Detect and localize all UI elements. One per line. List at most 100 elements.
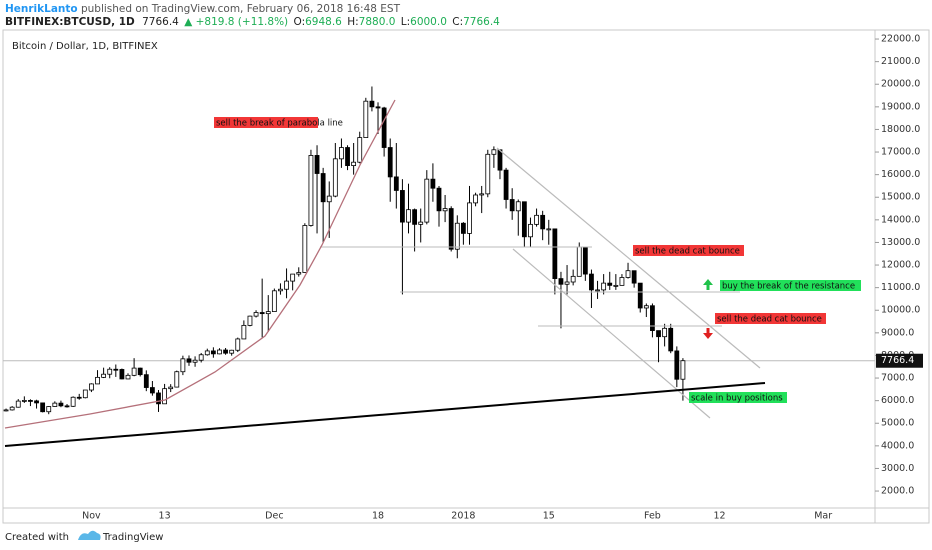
- l-label: L:: [401, 16, 410, 28]
- y-tick-label: 16000.0: [881, 169, 920, 180]
- candle-body: [625, 270, 631, 278]
- x-tick-label: 13: [159, 511, 171, 522]
- publish-line: HenrikLanto published on TradingView.com…: [5, 3, 401, 15]
- candle-body: [363, 100, 369, 138]
- annotations: sell the break of parabola line sell the …: [214, 117, 861, 404]
- candle-body: [235, 338, 241, 351]
- brand[interactable]: TradingView: [102, 532, 163, 543]
- candle-body: [503, 169, 509, 200]
- candle-body: [46, 406, 52, 413]
- candle-body: [582, 246, 588, 275]
- candle-body: [381, 107, 387, 148]
- candle-body: [326, 195, 332, 203]
- y-tick-label: 5000.0: [881, 418, 914, 429]
- candle-body: [271, 290, 277, 313]
- candle-body: [576, 246, 582, 277]
- candle-body: [613, 284, 619, 287]
- y-tick-label: 12000.0: [881, 260, 920, 271]
- candle-body: [515, 201, 521, 212]
- candle-body: [9, 406, 15, 411]
- candle-body: [400, 190, 405, 223]
- annotation-text: buy the break of the resistance: [722, 282, 855, 292]
- channel-top: [496, 147, 761, 369]
- y-tick-label: 21000.0: [881, 56, 920, 67]
- candle-body: [180, 358, 186, 373]
- x-tick-label: 15: [543, 511, 555, 522]
- candle-body: [552, 228, 558, 280]
- candle-body: [369, 100, 375, 108]
- change: ▲ +819.8 (+11.8%): [184, 16, 288, 28]
- candle-body: [76, 396, 82, 399]
- l-value: 6000.0: [410, 16, 447, 28]
- candle-body: [320, 173, 326, 203]
- candle-body: [601, 282, 607, 291]
- annotation-box: [214, 117, 318, 128]
- candle-body: [631, 270, 637, 284]
- parabola-line: [4, 99, 396, 429]
- candle-body: [375, 106, 381, 109]
- annotation-text: sell the dead cat bounce: [635, 247, 740, 257]
- candle-body: [186, 358, 192, 363]
- candle-body: [95, 376, 100, 385]
- x-tick-label: Dec: [265, 511, 283, 522]
- candle-body: [406, 209, 411, 223]
- candle-body: [357, 137, 363, 163]
- x-tick-label: 2018: [451, 511, 475, 522]
- annotation-text: scale in buy positions: [691, 394, 783, 404]
- candle-body: [528, 223, 533, 238]
- y-tick-label: 10000.0: [881, 305, 920, 316]
- candle-body: [302, 225, 308, 273]
- c-value: 7766.4: [463, 16, 500, 28]
- candle-body: [637, 282, 643, 309]
- y-tick-label: 3000.0: [881, 463, 914, 474]
- symbol: BITFINEX:BTCUSD, 1D: [5, 16, 135, 28]
- tv-logo: [78, 530, 101, 540]
- y-tick-label: 14000.0: [881, 214, 920, 225]
- candle-body: [204, 350, 210, 356]
- candle-body: [149, 387, 155, 394]
- candle-body: [278, 288, 283, 292]
- last-price-label: 7766.4: [881, 355, 914, 366]
- published: published on TradingView.com, February 0…: [78, 3, 401, 15]
- candle-body: [40, 402, 46, 413]
- candle-body: [52, 402, 58, 407]
- candle-body: [607, 282, 613, 286]
- candle-body: [290, 273, 296, 282]
- candle-body: [509, 199, 515, 212]
- last: 7766.4: [142, 16, 179, 28]
- candle-body: [15, 400, 21, 408]
- candle-body: [418, 221, 424, 225]
- author[interactable]: HenrikLanto: [5, 3, 78, 15]
- y-tick-label: 11000.0: [881, 282, 920, 293]
- candle-body: [168, 386, 174, 390]
- y-tick-label: 17000.0: [881, 147, 920, 158]
- candle-body: [143, 374, 149, 388]
- candle-body: [241, 324, 247, 340]
- symbol-line: BITFINEX:BTCUSD, 1D 7766.4 ▲ +819.8 (+11…: [5, 16, 500, 28]
- candle-body: [473, 194, 478, 204]
- y-tick-label: 15000.0: [881, 192, 920, 203]
- candle-body: [491, 149, 497, 155]
- candle-body: [424, 178, 430, 223]
- candle-body: [436, 187, 442, 212]
- y-tick-label: 4000.0: [881, 440, 914, 451]
- candle-body: [412, 209, 418, 225]
- candle-body: [162, 388, 167, 405]
- candle-body: [460, 222, 466, 234]
- candle-body: [101, 373, 107, 378]
- candle-body: [387, 147, 393, 178]
- candle-body: [454, 222, 460, 250]
- candle-body: [34, 400, 39, 404]
- h-value: 7880.0: [359, 16, 396, 28]
- x-tick-label: Mar: [814, 511, 832, 522]
- y-tick-label: 6000.0: [881, 395, 914, 406]
- candle-body: [668, 327, 674, 352]
- candle-body: [595, 289, 600, 292]
- candle-body: [430, 178, 436, 189]
- y-tick-label: 7000.0: [881, 373, 914, 384]
- annotation-box: [715, 313, 826, 324]
- candle-body: [674, 350, 680, 380]
- x-tick-label: Feb: [644, 511, 661, 522]
- candle-body: [656, 330, 661, 338]
